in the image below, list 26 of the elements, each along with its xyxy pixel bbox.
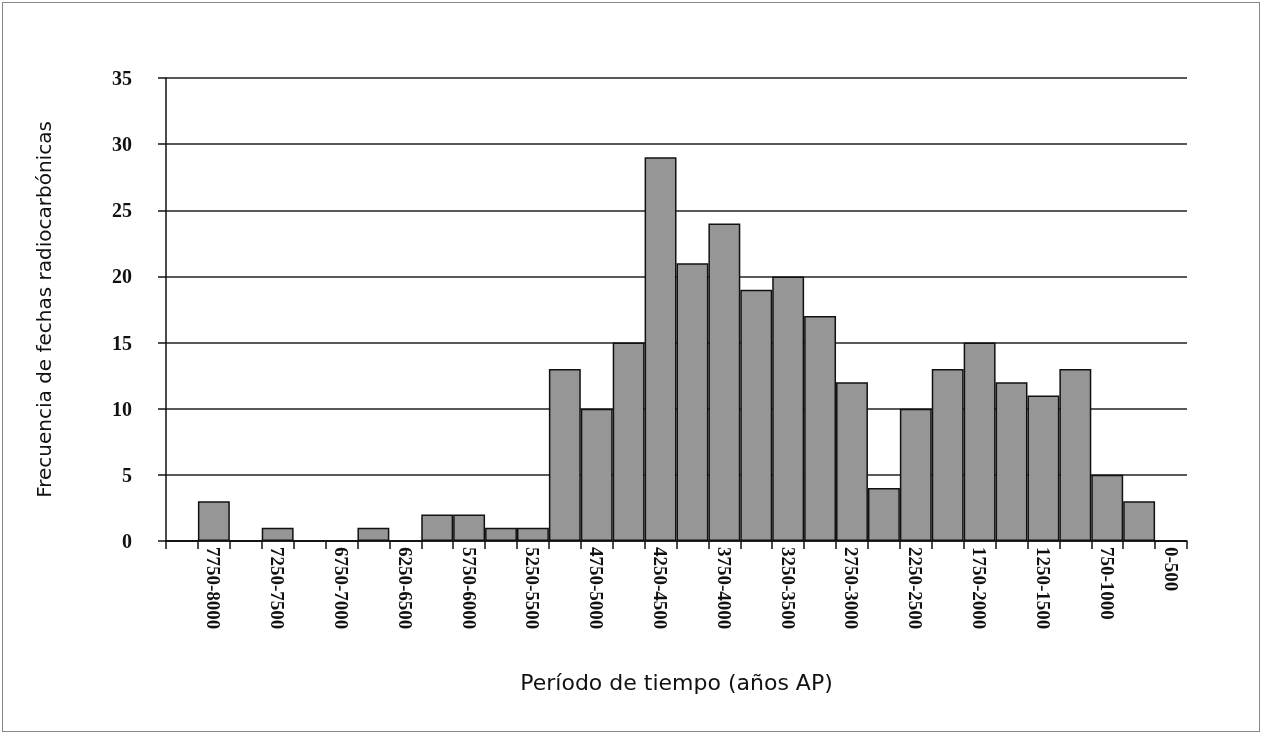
x-tick-label: 4750-5000	[586, 547, 608, 630]
x-tick-label: 6750-7000	[330, 547, 352, 630]
x-tick-label: 7250-7500	[267, 547, 289, 630]
x-tick-label: 1750-2000	[969, 547, 991, 630]
x-tick-label: 6250-6500	[394, 547, 416, 630]
x-tick-label: 1250-1500	[1032, 547, 1054, 630]
x-tick-label: 4250-4500	[650, 547, 672, 630]
y-tick-label: 25	[112, 199, 132, 222]
x-tick-label: 750-1000	[1096, 547, 1118, 620]
x-tick-label: 0-500	[1160, 547, 1182, 592]
x-tick-label: 3750-4000	[713, 547, 735, 630]
x-tick-label: 3250-3500	[777, 547, 799, 630]
x-tick-label: 5250-5500	[522, 547, 544, 630]
x-tick-label: 5750-6000	[458, 547, 480, 630]
x-tick-label: 2750-3000	[841, 547, 863, 630]
y-tick-label: 10	[112, 397, 132, 420]
y-axis-title: Frecuencia de fechas radiocarbónicas	[32, 121, 56, 498]
y-tick-label: 15	[112, 331, 132, 354]
y-tick-label: 5	[122, 463, 132, 486]
y-tick-label: 30	[112, 133, 132, 156]
y-tick-label: 20	[112, 265, 132, 288]
x-tick-label: 2250-2500	[905, 547, 927, 630]
x-tick-label: 7750-8000	[203, 547, 225, 630]
x-axis-title: Período de tiempo (años AP)	[520, 669, 833, 695]
y-tick-label: 0	[122, 530, 132, 552]
y-tick-label: 35	[112, 67, 132, 89]
